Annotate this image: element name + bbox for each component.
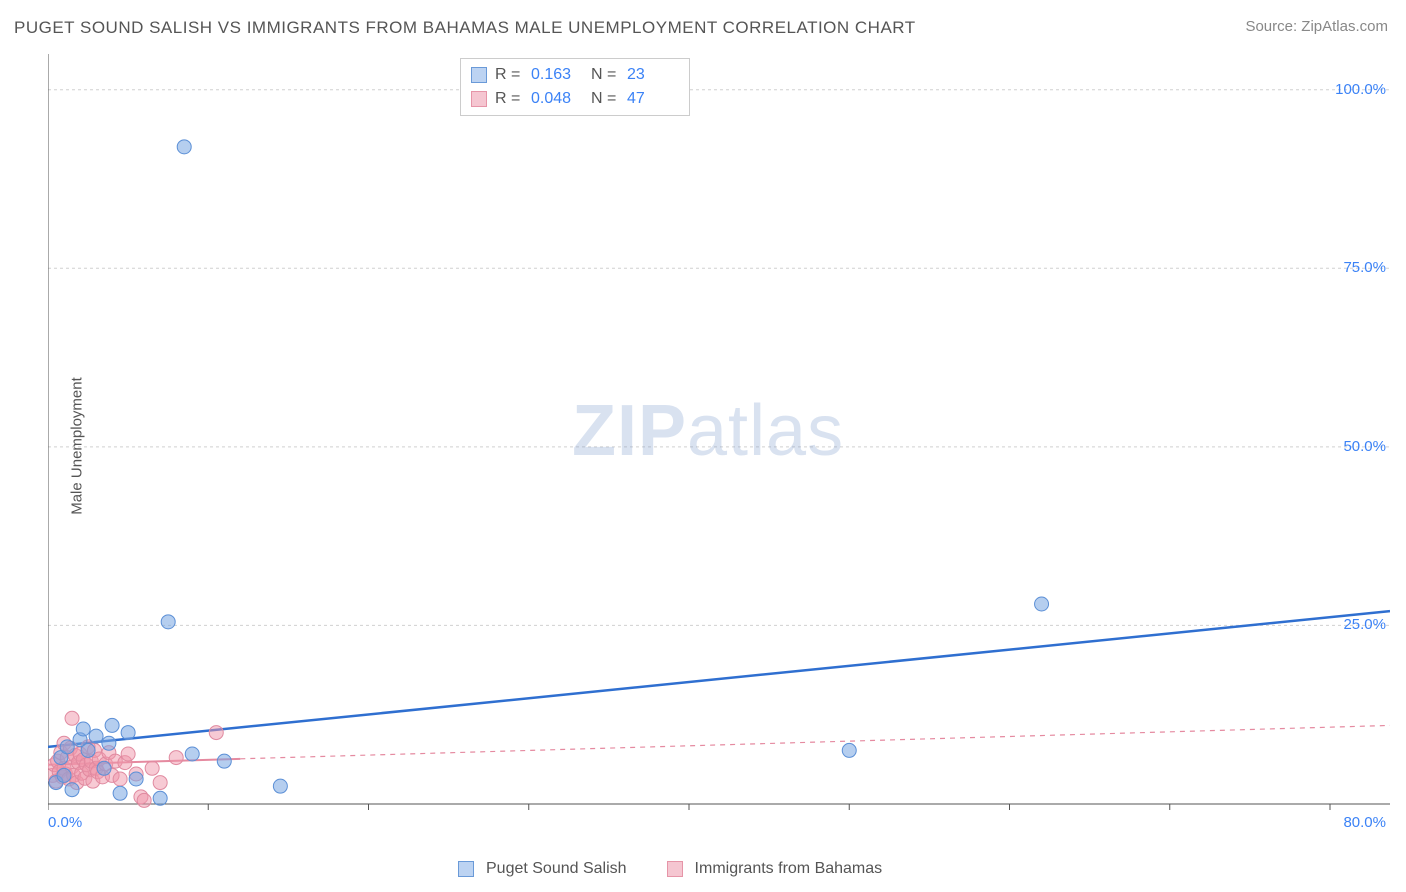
n-label-2: N = [591,87,619,111]
r-value-2: 0.048 [531,87,583,111]
chart-container: PUGET SOUND SALISH VS IMMIGRANTS FROM BA… [0,0,1406,892]
legend-swatch-2 [667,861,683,877]
n-value-1: 23 [627,63,679,87]
r-value-1: 0.163 [531,63,583,87]
correlation-legend: R = 0.163 N = 23 R = 0.048 N = 47 [460,58,690,116]
axis-tick-label: 25.0% [1343,616,1386,633]
axis-tick-label: 80.0% [1343,814,1386,831]
r-label-1: R = [495,63,523,87]
legend-label-2: Immigrants from Bahamas [695,860,883,878]
axis-tick-label: 75.0% [1343,259,1386,276]
corr-row-series1: R = 0.163 N = 23 [471,63,679,87]
chart-title: PUGET SOUND SALISH VS IMMIGRANTS FROM BA… [14,18,916,38]
legend-swatch-1 [458,861,474,877]
axis-tick-label: 100.0% [1335,81,1386,98]
legend-label-1: Puget Sound Salish [486,860,627,878]
scatter-plot [48,54,1390,834]
axis-tick-label: 50.0% [1343,438,1386,455]
source-attribution: Source: ZipAtlas.com [1245,18,1388,35]
n-label-1: N = [591,63,619,87]
axis-tick-label: 0.0% [48,814,82,831]
n-value-2: 47 [627,87,679,111]
r-label-2: R = [495,87,523,111]
series-legend: Puget Sound Salish Immigrants from Baham… [458,860,882,878]
swatch-series1 [471,67,487,83]
swatch-series2 [471,91,487,107]
corr-row-series2: R = 0.048 N = 47 [471,87,679,111]
